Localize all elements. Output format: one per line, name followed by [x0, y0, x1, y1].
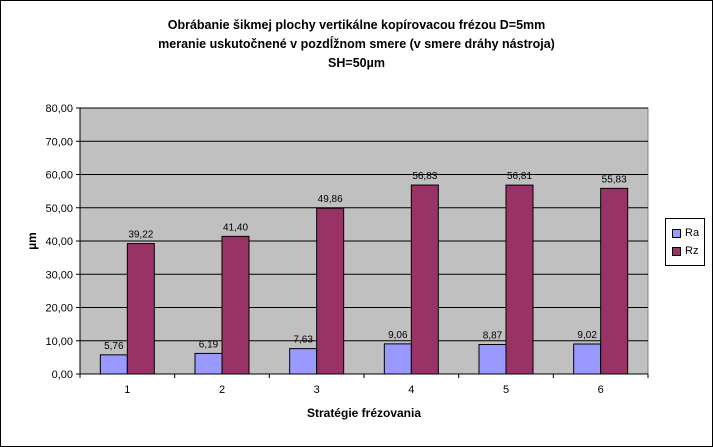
legend-item-rz: Rz: [672, 244, 698, 258]
x-tick-label: 5: [503, 384, 509, 396]
bar-rz: [316, 207, 345, 375]
data-label-rz: 39,22: [128, 230, 153, 241]
bar-ra: [383, 343, 412, 375]
data-label-rz: 41,40: [223, 222, 248, 233]
x-axis-title: Stratégie frézovania: [307, 406, 421, 420]
x-tick-label: 6: [598, 384, 604, 396]
y-tick-label: 10,00: [45, 336, 73, 348]
data-label-ra: 9,06: [388, 330, 408, 341]
bar-rz: [600, 187, 629, 375]
legend-item-ra: Ra: [672, 226, 699, 240]
data-label-rz: 56,83: [412, 171, 437, 182]
y-tick-label: 20,00: [45, 303, 73, 315]
y-tick-label: 80,00: [45, 103, 73, 115]
bar-ra: [99, 354, 128, 375]
y-tick-label: 30,00: [45, 269, 73, 281]
y-tick-label: 60,00: [45, 170, 73, 182]
bar-ra: [194, 352, 223, 375]
data-label-ra: 8,87: [483, 331, 503, 342]
legend: Ra Rz: [665, 218, 705, 266]
bar-ra: [289, 348, 318, 375]
data-label-ra: 6,19: [199, 339, 219, 350]
bar-rz: [221, 235, 250, 375]
x-tick-label: 4: [408, 384, 414, 396]
chart-title-line-3: SH=50µm: [328, 56, 385, 70]
x-tick-label: 1: [124, 384, 130, 396]
bar-rz: [505, 184, 534, 375]
data-label-ra: 9,02: [577, 330, 597, 341]
data-label-rz: 49,86: [318, 194, 343, 205]
x-tick-label: 3: [314, 384, 320, 396]
data-label-rz: 56,81: [507, 171, 532, 182]
y-tick-label: 50,00: [45, 203, 73, 215]
bar-rz: [126, 243, 155, 375]
bar-ra: [573, 343, 602, 375]
chart-title-line-1: Obrábanie šikmej plochy vertikálne kopír…: [167, 18, 546, 32]
legend-label-ra: Ra: [685, 227, 700, 239]
chart-title-line-2: meranie uskutočnené v pozdĺžnom smere (v…: [158, 37, 555, 51]
legend-swatch-ra: [672, 228, 681, 238]
legend-label-rz: Rz: [685, 245, 699, 257]
bar-ra: [478, 344, 507, 375]
legend-swatch-rz: [672, 246, 681, 256]
data-label-ra: 5,76: [104, 341, 124, 352]
bar-rz: [410, 184, 439, 375]
data-label-rz: 55,83: [602, 174, 627, 185]
y-tick-label: 40,00: [45, 236, 73, 248]
y-tick-label: 0,00: [52, 369, 73, 381]
x-tick-label: 2: [219, 384, 225, 396]
y-axis-title: µm: [25, 232, 39, 250]
data-label-ra: 7,63: [293, 335, 313, 346]
y-tick-label: 70,00: [45, 136, 73, 148]
